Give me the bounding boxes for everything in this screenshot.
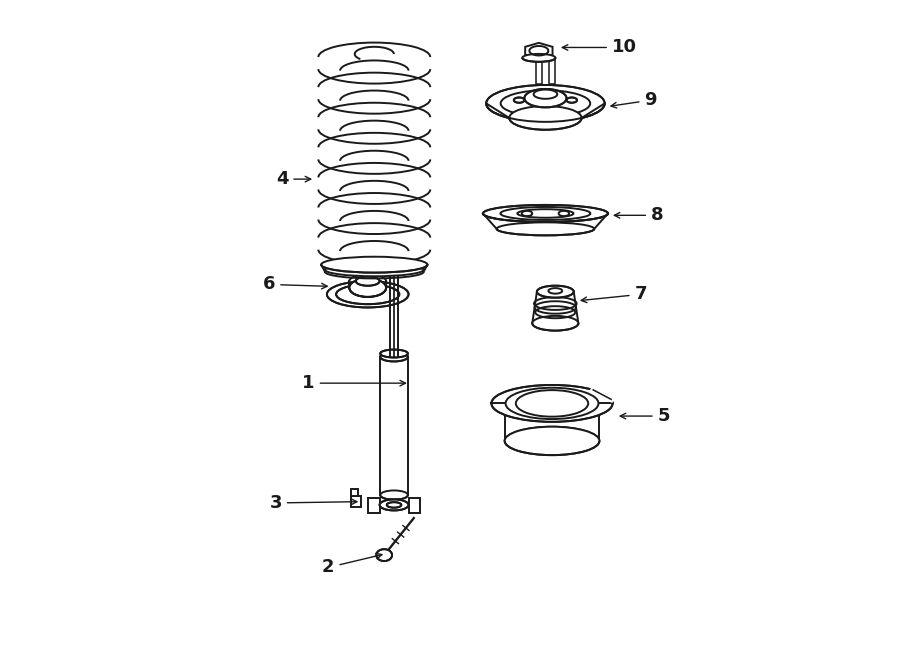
Ellipse shape — [327, 281, 409, 307]
Ellipse shape — [380, 500, 409, 510]
Bar — [409, 498, 420, 513]
Text: 8: 8 — [615, 206, 663, 224]
Bar — [351, 489, 358, 496]
Ellipse shape — [525, 89, 566, 107]
Ellipse shape — [325, 263, 424, 276]
Text: 2: 2 — [322, 553, 382, 576]
Ellipse shape — [387, 502, 401, 508]
Bar — [351, 496, 361, 507]
Text: 5: 5 — [620, 407, 670, 425]
Ellipse shape — [376, 549, 392, 561]
Ellipse shape — [349, 278, 386, 297]
Polygon shape — [532, 292, 579, 323]
Polygon shape — [526, 43, 553, 59]
Text: 6: 6 — [263, 276, 328, 293]
Ellipse shape — [491, 385, 613, 422]
Ellipse shape — [483, 205, 608, 222]
Text: 4: 4 — [276, 170, 310, 188]
Text: 7: 7 — [581, 286, 647, 303]
Text: 9: 9 — [611, 91, 657, 109]
Ellipse shape — [566, 97, 577, 102]
Ellipse shape — [356, 276, 380, 286]
Ellipse shape — [321, 256, 428, 272]
Ellipse shape — [505, 427, 599, 455]
Ellipse shape — [497, 222, 594, 235]
Bar — [380, 357, 408, 495]
Ellipse shape — [537, 286, 573, 297]
Ellipse shape — [380, 352, 408, 362]
Text: 3: 3 — [269, 494, 357, 512]
Ellipse shape — [336, 284, 400, 304]
Ellipse shape — [486, 85, 605, 122]
Text: 1: 1 — [302, 374, 406, 392]
Bar — [549, 59, 555, 84]
Bar — [536, 59, 542, 84]
Ellipse shape — [509, 106, 581, 130]
Text: 10: 10 — [562, 38, 637, 56]
Ellipse shape — [380, 490, 408, 500]
Ellipse shape — [380, 350, 408, 358]
Ellipse shape — [532, 316, 579, 330]
Ellipse shape — [514, 97, 525, 102]
Ellipse shape — [522, 54, 555, 62]
Bar — [368, 498, 380, 513]
